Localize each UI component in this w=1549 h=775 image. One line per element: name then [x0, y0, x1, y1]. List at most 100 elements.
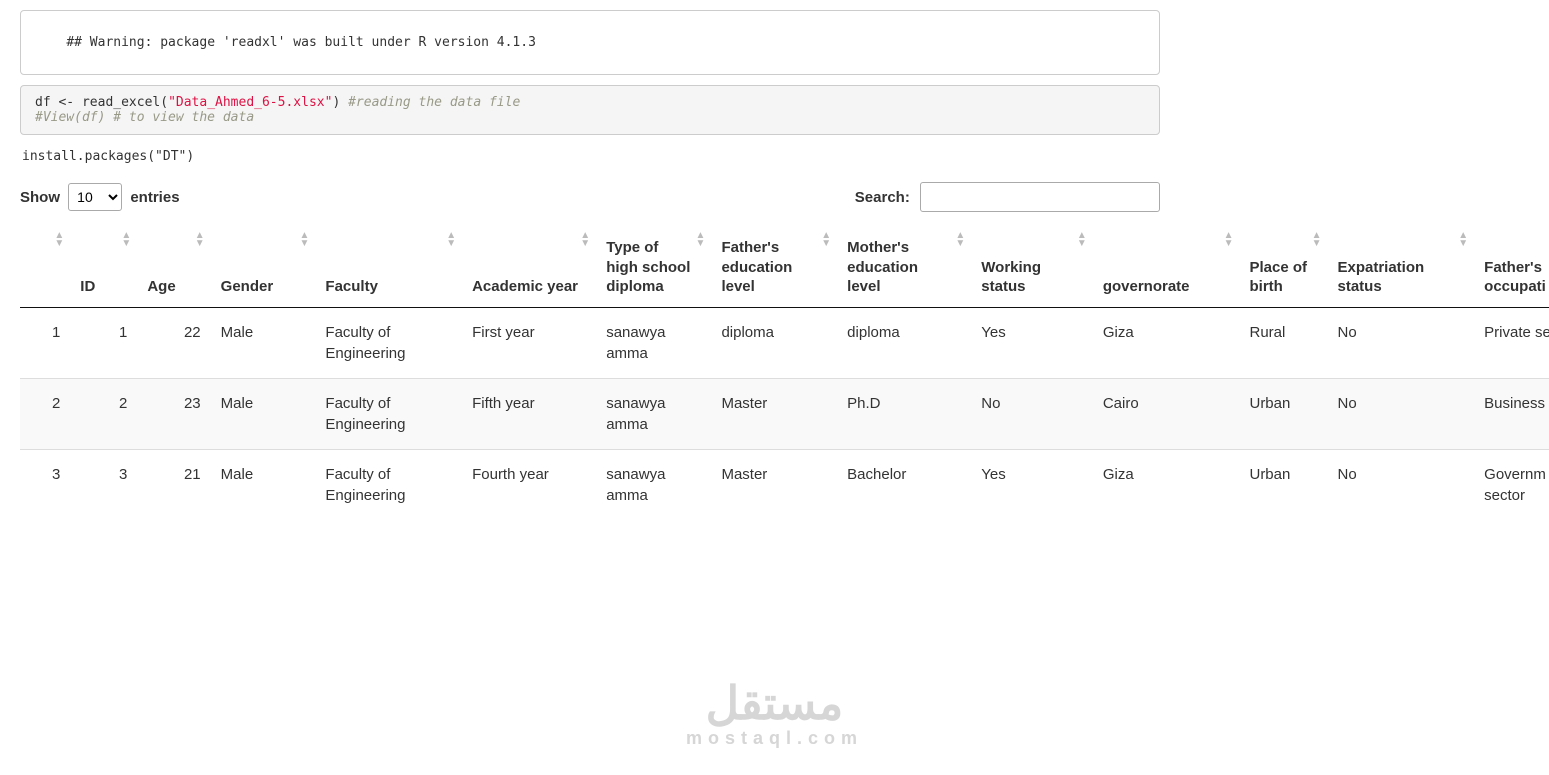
code-output-warning: ## Warning: package 'readxl' was built u…	[20, 10, 1160, 75]
column-label: Expatriation status	[1337, 259, 1424, 296]
entries-label: entries	[130, 189, 179, 206]
column-header[interactable]: Place of birth ▲▼	[1239, 228, 1327, 307]
sort-icon: ▲▼	[1224, 232, 1234, 248]
src-string: "Data_Ahmed_6-5.xlsx"	[168, 95, 332, 110]
table-cell: Governm sector	[1474, 449, 1549, 520]
sort-icon: ▲▼	[54, 232, 64, 248]
table-cell: 23	[137, 378, 210, 449]
watermark-latin: mostaql.com	[686, 728, 863, 749]
src-comment2: #View(df) # to view the data	[35, 110, 254, 125]
column-header[interactable]: ▲▼	[20, 228, 70, 307]
column-header[interactable]: Working status ▲▼	[971, 228, 1093, 307]
sort-icon: ▲▼	[1077, 232, 1087, 248]
column-header[interactable]: governorate ▲▼	[1093, 228, 1240, 307]
sort-icon: ▲▼	[1458, 232, 1468, 248]
table-cell: No	[971, 378, 1093, 449]
table-cell: First year	[462, 307, 596, 378]
table-cell: No	[1327, 307, 1474, 378]
table-cell: Master	[711, 449, 837, 520]
sort-icon: ▲▼	[121, 232, 131, 248]
table-cell: 3	[20, 449, 70, 520]
table-cell: Male	[211, 449, 316, 520]
column-label: ID	[80, 278, 95, 295]
table-cell: 1	[20, 307, 70, 378]
table-cell: Male	[211, 307, 316, 378]
column-label: Gender	[221, 278, 274, 295]
table-cell: Faculty of Engineering	[315, 449, 462, 520]
table-cell: Male	[211, 378, 316, 449]
watermark: مستقل mostaql.com	[686, 680, 863, 749]
column-label: Place of birth	[1249, 259, 1307, 296]
column-label: Type of high school diploma	[606, 239, 690, 295]
install-text: install.packages("DT")	[22, 149, 194, 164]
table-cell: Business	[1474, 378, 1549, 449]
table-cell: Giza	[1093, 449, 1240, 520]
sort-icon: ▲▼	[300, 232, 310, 248]
table-cell: 1	[70, 307, 137, 378]
table-cell: Urban	[1239, 449, 1327, 520]
column-header[interactable]: Father's occupati▲▼	[1474, 228, 1549, 307]
table-cell: sanawya amma	[596, 449, 711, 520]
column-header[interactable]: Academic year▲▼	[462, 228, 596, 307]
table-cell: Fifth year	[462, 378, 596, 449]
table-cell: Giza	[1093, 307, 1240, 378]
table-cell: Rural	[1239, 307, 1327, 378]
column-header[interactable]: Father's education level▲▼	[711, 228, 837, 307]
table-cell: Faculty of Engineering	[315, 307, 462, 378]
table-cell: 22	[137, 307, 210, 378]
table-cell: Faculty of Engineering	[315, 378, 462, 449]
watermark-arabic: مستقل	[686, 680, 863, 726]
table-cell: Ph.D	[837, 378, 971, 449]
datatable-controls: Show 102550100 entries Search:	[20, 182, 1160, 212]
column-label: governorate	[1103, 278, 1190, 295]
table-cell: No	[1327, 378, 1474, 449]
table-row: 3321MaleFaculty of EngineeringFourth yea…	[20, 449, 1549, 520]
src-post: )	[332, 95, 348, 110]
table-cell: No	[1327, 449, 1474, 520]
column-label: Age	[147, 278, 175, 295]
column-header[interactable]: Expatriation status ▲▼	[1327, 228, 1474, 307]
sort-icon: ▲▼	[446, 232, 456, 248]
table-cell: Urban	[1239, 378, 1327, 449]
table-cell: Cairo	[1093, 378, 1240, 449]
table-cell: Yes	[971, 307, 1093, 378]
warning-text: ## Warning: package 'readxl' was built u…	[66, 35, 536, 50]
sort-icon: ▲▼	[955, 232, 965, 248]
table-cell: 2	[70, 378, 137, 449]
column-label: Father's occupati	[1484, 259, 1546, 296]
src-comment1: #reading the data file	[348, 95, 520, 110]
column-header[interactable]: ID ▲▼	[70, 228, 137, 307]
sort-icon: ▲▼	[195, 232, 205, 248]
sort-icon: ▲▼	[580, 232, 590, 248]
sort-icon: ▲▼	[696, 232, 706, 248]
data-table: ▲▼ID▲▼Age▲▼Gender▲▼Faculty▲▼Academic yea…	[20, 228, 1549, 520]
length-label: Show 102550100 entries	[20, 189, 180, 206]
column-label: Working status	[981, 259, 1041, 296]
column-header[interactable]: Age ▲▼	[137, 228, 210, 307]
table-cell: Private se	[1474, 307, 1549, 378]
datatable-search: Search:	[855, 182, 1160, 212]
table-cell: sanawya amma	[596, 378, 711, 449]
src-pre: df <- read_excel(	[35, 95, 168, 110]
column-header[interactable]: Faculty ▲▼	[315, 228, 462, 307]
table-body: 1122MaleFaculty of EngineeringFirst year…	[20, 307, 1549, 520]
column-header[interactable]: Mother's education level▲▼	[837, 228, 971, 307]
sort-icon: ▲▼	[1312, 232, 1322, 248]
column-label: Faculty	[325, 278, 378, 295]
column-header[interactable]: Type of high school diploma ▲▼	[596, 228, 711, 307]
table-head: ▲▼ID▲▼Age▲▼Gender▲▼Faculty▲▼Academic yea…	[20, 228, 1549, 307]
table-head-row: ▲▼ID▲▼Age▲▼Gender▲▼Faculty▲▼Academic yea…	[20, 228, 1549, 307]
table-cell: 3	[70, 449, 137, 520]
table-cell: 2	[20, 378, 70, 449]
table-row: 1122MaleFaculty of EngineeringFirst year…	[20, 307, 1549, 378]
table-cell: Bachelor	[837, 449, 971, 520]
column-header[interactable]: Gender ▲▼	[211, 228, 316, 307]
search-input[interactable]	[920, 182, 1160, 212]
search-label: Search:	[855, 189, 910, 206]
table-row: 2223MaleFaculty of EngineeringFifth year…	[20, 378, 1549, 449]
length-select[interactable]: 102550100	[68, 183, 122, 211]
code-source-block: df <- read_excel("Data_Ahmed_6-5.xlsx") …	[20, 85, 1160, 135]
table-cell: sanawya amma	[596, 307, 711, 378]
show-label: Show	[20, 189, 60, 206]
table-cell: diploma	[711, 307, 837, 378]
